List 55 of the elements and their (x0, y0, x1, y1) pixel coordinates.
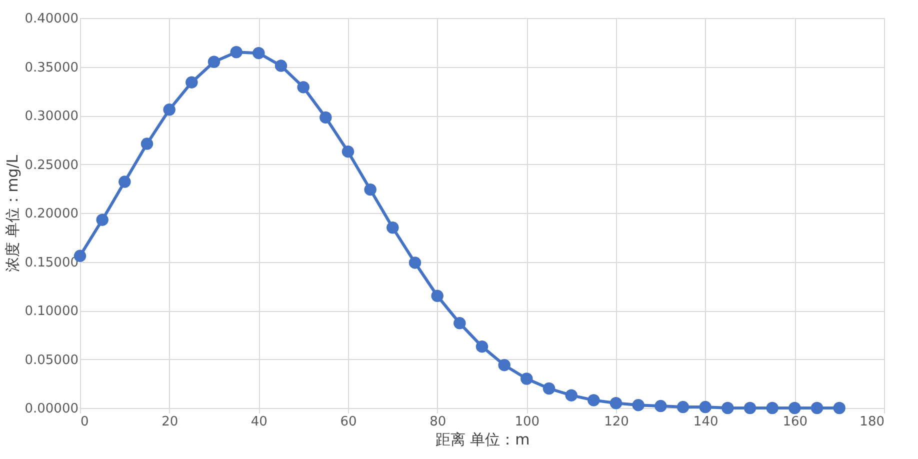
point (766, 402, 778, 414)
point (498, 358, 510, 372)
point (140, 138, 154, 150)
y-tick-label: 0.35000 (24, 60, 78, 76)
x-tick-label: 80 (430, 414, 446, 430)
point (163, 104, 176, 116)
y-tick-label: 0.00000 (24, 402, 78, 416)
point (454, 317, 466, 330)
point (788, 402, 801, 414)
point (297, 81, 310, 94)
point (542, 382, 556, 395)
y-tick-label: 0.05000 (24, 352, 78, 368)
point (833, 402, 846, 414)
point (699, 400, 712, 414)
x-tick-label: 180 (860, 414, 884, 430)
point (610, 397, 622, 410)
point (386, 222, 399, 234)
y-tick-label: 0.15000 (24, 255, 78, 270)
point (96, 214, 108, 226)
y-tick-label: 0.40000 (24, 12, 78, 26)
x-tick-label: 20 (162, 414, 178, 430)
y-tick-label: 0.30000 (24, 109, 78, 124)
x-tick-label: 60 (340, 414, 357, 430)
point (208, 56, 220, 68)
point (744, 402, 756, 414)
point (810, 402, 824, 414)
x-tick-label: 100 (514, 414, 540, 430)
point (476, 340, 488, 353)
x-tick-label: 140 (693, 414, 718, 430)
x-axis-title: 距离 单位：m (435, 430, 530, 448)
point (342, 145, 354, 158)
point (565, 389, 578, 402)
point (654, 400, 667, 412)
point (588, 394, 600, 406)
point (520, 372, 533, 385)
x-tick-label: 0 (80, 414, 89, 430)
point (632, 398, 644, 412)
point (320, 111, 332, 124)
point (230, 46, 242, 58)
x-tick-label: 160 (782, 414, 808, 430)
x-tick-label: 120 (604, 414, 629, 430)
point (118, 176, 131, 188)
point (364, 183, 376, 196)
y-tick-label: 0.20000 (24, 206, 78, 222)
point (408, 256, 422, 269)
y-tick-label: 0.25000 (24, 158, 78, 173)
point (186, 76, 198, 88)
x-tick-label: 40 (250, 414, 268, 430)
point (431, 290, 444, 302)
point (252, 46, 265, 60)
point (722, 402, 734, 414)
y-tick-label: 0.10000 (24, 304, 78, 319)
point (676, 400, 690, 414)
y-axis-title: 浓度 单位：mg/L (4, 154, 22, 272)
point (274, 60, 288, 72)
